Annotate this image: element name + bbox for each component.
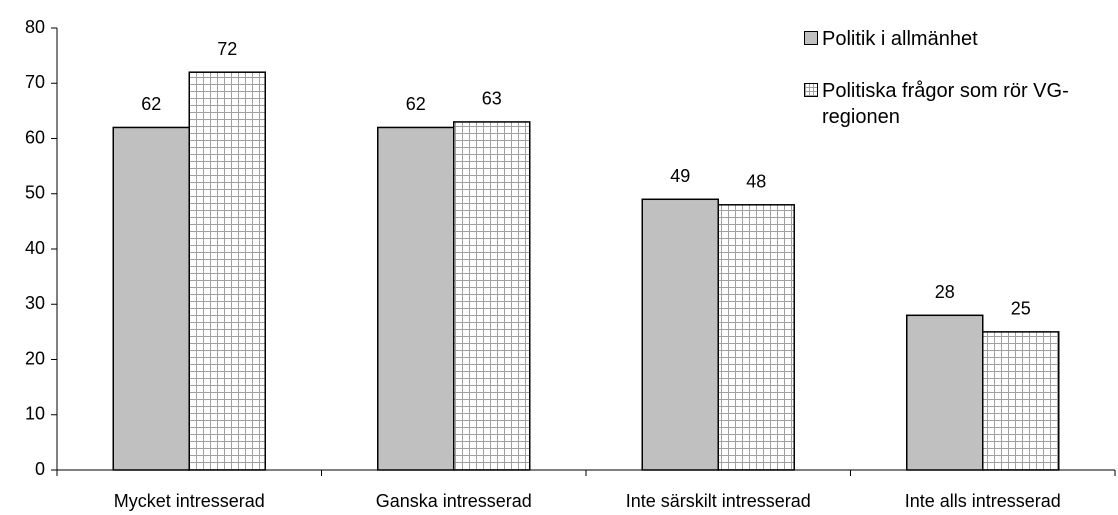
y-tick-label: 40 — [25, 238, 45, 258]
y-tick-label: 60 — [25, 127, 45, 147]
value-label: 62 — [141, 94, 161, 114]
legend: Politik i allmänhet Politiska frågor som … — [804, 26, 1082, 156]
bar — [377, 126, 455, 471]
y-tick-label: 80 — [25, 17, 45, 37]
x-tick-label: Ganska intresserad — [376, 491, 532, 511]
value-label: 48 — [746, 172, 766, 192]
bar — [112, 126, 190, 471]
legend-label: Politiska frågor som rör VG-regionen — [822, 80, 1069, 128]
bar — [906, 314, 984, 471]
bar — [453, 121, 531, 471]
y-tick-label: 70 — [25, 72, 45, 92]
y-tick-label: 20 — [25, 348, 45, 368]
x-tick-label: Mycket intresserad — [114, 491, 265, 511]
legend-entry: Politiska frågor som rör VG-regionen — [804, 78, 1082, 130]
bar — [188, 71, 266, 471]
legend-label: Politik i allmänhet — [822, 28, 978, 50]
bar — [641, 198, 719, 471]
value-label: 25 — [1011, 299, 1031, 319]
legend-entry: Politik i allmänhet — [804, 26, 1082, 52]
bar — [717, 204, 795, 471]
value-label: 72 — [217, 39, 237, 59]
x-tick-label: Inte särskilt intresserad — [626, 491, 811, 511]
value-label: 62 — [406, 94, 426, 114]
y-tick-label: 50 — [25, 183, 45, 203]
value-label: 28 — [935, 282, 955, 302]
x-tick-label: Inte alls intresserad — [905, 491, 1061, 511]
y-tick-label: 30 — [25, 293, 45, 313]
y-tick-label: 10 — [25, 404, 45, 424]
value-label: 63 — [482, 89, 502, 109]
y-tick-label: 0 — [35, 459, 45, 479]
value-label: 49 — [670, 166, 690, 186]
bar — [982, 331, 1060, 471]
legend-swatch — [804, 31, 818, 45]
legend-swatch — [804, 83, 818, 97]
